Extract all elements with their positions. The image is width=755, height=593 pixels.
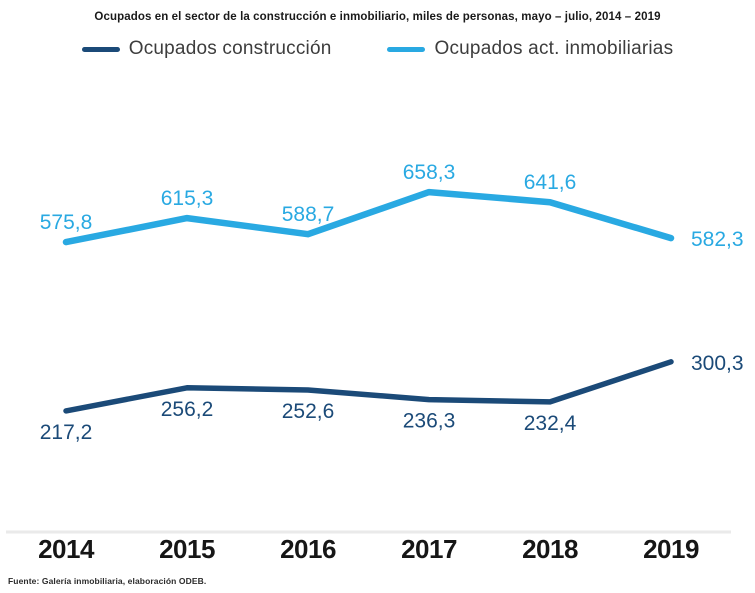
data-label: 658,3 (403, 161, 456, 184)
chart-title: Ocupados en el sector de la construcción… (94, 11, 661, 23)
x-axis-label-2015: 2015 (159, 534, 215, 564)
legend: Ocupados construcción Ocupados act. inmo… (0, 38, 755, 60)
data-label: 252,6 (282, 400, 335, 423)
data-label: 217,2 (40, 421, 93, 444)
data-label: 641,6 (524, 171, 577, 194)
x-axis-label-2016: 2016 (280, 534, 336, 564)
legend-label-construccion: Ocupados construcción (128, 38, 332, 59)
x-axis-label-2018: 2018 (522, 534, 578, 564)
data-label: 615,3 (161, 187, 214, 210)
x-axis-label-2014: 2014 (38, 534, 94, 564)
series-line-1 (62, 188, 675, 246)
x-axis-label-2019: 2019 (643, 534, 699, 564)
data-label: 232,4 (524, 412, 577, 435)
data-label: 582,3 (691, 228, 744, 251)
legend-label-inmobiliarias: Ocupados act. inmobiliarias (434, 38, 674, 59)
data-label: 300,3 (691, 352, 744, 375)
data-label: 588,7 (282, 203, 335, 226)
data-label: 236,3 (403, 410, 456, 433)
legend-swatch-construccion-icon (81, 46, 120, 52)
legend-swatch-inmobiliarias-icon (387, 46, 426, 52)
x-axis-label-2017: 2017 (401, 534, 457, 564)
legend-item-inmobiliarias: Ocupados act. inmobiliarias (387, 38, 673, 60)
source-note: Fuente: Galería inmobiliaria, elaboració… (8, 576, 207, 586)
legend-item-construccion: Ocupados construcción (81, 38, 332, 60)
series-line-0 (63, 359, 674, 414)
data-label: 256,2 (161, 398, 214, 421)
data-label: 575,8 (40, 211, 93, 234)
